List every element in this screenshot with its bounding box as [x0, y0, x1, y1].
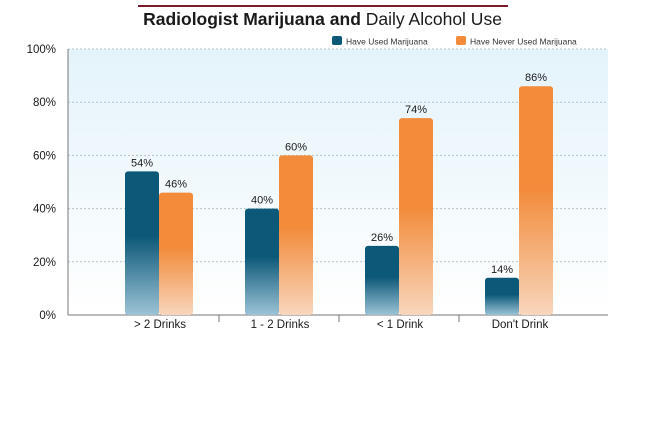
data-label: 40% — [251, 195, 273, 207]
bar-used-marijuana — [125, 171, 159, 315]
chart-title-area: Radiologist Marijuana and Daily Alcohol … — [0, 0, 645, 36]
data-label: 26% — [371, 232, 393, 244]
data-label: 54% — [131, 157, 153, 169]
x-tick-label: > 2 Drinks — [134, 319, 186, 331]
y-tick-label: 40% — [33, 204, 56, 216]
bar-never-used-marijuana — [519, 86, 553, 316]
legend-label: Have Used Marijuana — [346, 37, 428, 47]
y-tick-label: 100% — [27, 44, 56, 56]
bar-used-marijuana — [365, 245, 399, 315]
bar-used-marijuana — [245, 208, 279, 315]
data-label: 60% — [285, 141, 307, 153]
bar-never-used-marijuana — [159, 192, 193, 315]
x-tick-label: < 1 Drink — [377, 319, 424, 331]
y-tick-label: 60% — [33, 150, 56, 162]
x-tick-label: Don't Drink — [492, 319, 549, 331]
chart-title: Radiologist Marijuana and Daily Alcohol … — [0, 9, 645, 30]
data-label: 14% — [491, 264, 513, 276]
legend-label: Have Never Used Marijuana — [470, 37, 577, 47]
legend-swatch-never — [456, 36, 466, 45]
bar-never-used-marijuana — [399, 118, 433, 315]
data-label: 74% — [405, 104, 427, 116]
bar-never-used-marijuana — [279, 155, 313, 315]
x-tick-label: 1 - 2 Drinks — [251, 319, 310, 331]
bar-used-marijuana — [485, 277, 519, 315]
title-rule — [138, 5, 508, 7]
y-tick-label: 20% — [33, 257, 56, 269]
chart-title-regular: Daily Alcohol Use — [365, 9, 502, 29]
data-label: 86% — [525, 72, 547, 84]
data-label: 46% — [165, 179, 187, 191]
legend-swatch-used — [332, 36, 342, 45]
y-tick-label: 80% — [33, 97, 56, 109]
y-tick-label: 0% — [39, 310, 56, 322]
chart-title-bold: Radiologist Marijuana and — [143, 9, 366, 29]
